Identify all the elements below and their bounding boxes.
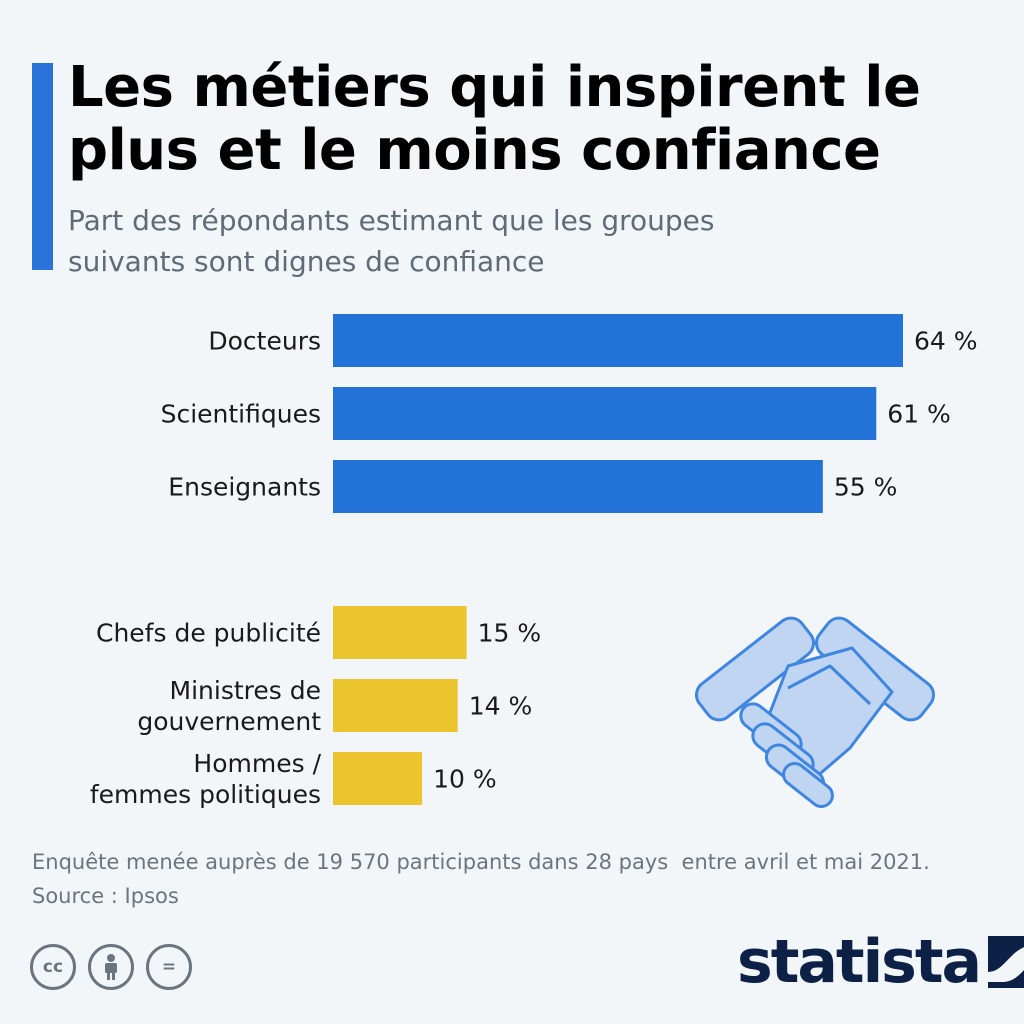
- category-label: Ministres de gouvernement: [137, 676, 321, 736]
- bar: [333, 387, 877, 440]
- value-label: 10 %: [433, 765, 497, 794]
- chart-title: Les métiers qui inspirent le plus et le …: [68, 55, 921, 183]
- value-label: 15 %: [478, 619, 542, 648]
- survey-note: Enquête menée auprès de 19 570 participa…: [32, 850, 930, 874]
- brand[interactable]: statista: [737, 932, 1024, 992]
- bar: [333, 606, 467, 659]
- category-label: Scientifiques: [161, 400, 321, 429]
- attribution-icon[interactable]: [88, 944, 134, 990]
- value-label: 55 %: [834, 473, 898, 502]
- value-label: 61 %: [887, 400, 951, 429]
- category-label: Docteurs: [208, 327, 321, 356]
- source-note: Source : Ipsos: [32, 884, 179, 908]
- category-label: Hommes / femmes politiques: [90, 749, 322, 809]
- cc-icon[interactable]: cc: [30, 944, 76, 990]
- bar: [333, 460, 823, 513]
- title-accent-bar: [32, 63, 53, 270]
- footnote: Enquête menée auprès de 19 570 participa…: [32, 845, 1012, 913]
- bar: [333, 314, 903, 367]
- statista-logo-icon: [988, 936, 1024, 988]
- no-derivatives-icon[interactable]: =: [146, 944, 192, 990]
- value-label: 64 %: [914, 327, 978, 356]
- bar: [333, 679, 458, 732]
- license-icons: cc =: [30, 944, 192, 990]
- handshake-icon: [695, 616, 935, 808]
- chart-subtitle: Part des répondants estimant que les gro…: [68, 204, 715, 278]
- bar-chart: Docteurs 64 % Scientifiques 61 % Enseignants…: [90, 314, 978, 809]
- category-label: Chefs de publicité: [96, 619, 321, 648]
- bar: [333, 752, 423, 805]
- brand-name: statista: [737, 927, 982, 997]
- value-label: 14 %: [469, 692, 533, 721]
- category-label: Enseignants: [168, 473, 321, 502]
